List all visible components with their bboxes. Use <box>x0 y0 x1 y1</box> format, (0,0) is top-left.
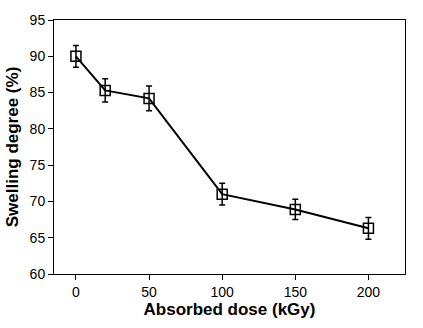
svg-text:60: 60 <box>30 266 46 282</box>
svg-text:Absorbed dose (kGy): Absorbed dose (kGy) <box>144 300 316 319</box>
svg-text:0: 0 <box>72 284 80 300</box>
svg-text:85: 85 <box>30 84 46 100</box>
svg-text:90: 90 <box>30 48 46 64</box>
svg-text:100: 100 <box>211 284 235 300</box>
svg-text:75: 75 <box>30 157 46 173</box>
svg-text:80: 80 <box>30 121 46 137</box>
svg-text:200: 200 <box>357 284 381 300</box>
svg-text:95: 95 <box>30 12 46 28</box>
svg-text:Swelling degree (%): Swelling degree (%) <box>3 67 22 228</box>
svg-text:65: 65 <box>30 230 46 246</box>
svg-text:50: 50 <box>141 284 157 300</box>
svg-text:150: 150 <box>284 284 308 300</box>
svg-text:70: 70 <box>30 193 46 209</box>
